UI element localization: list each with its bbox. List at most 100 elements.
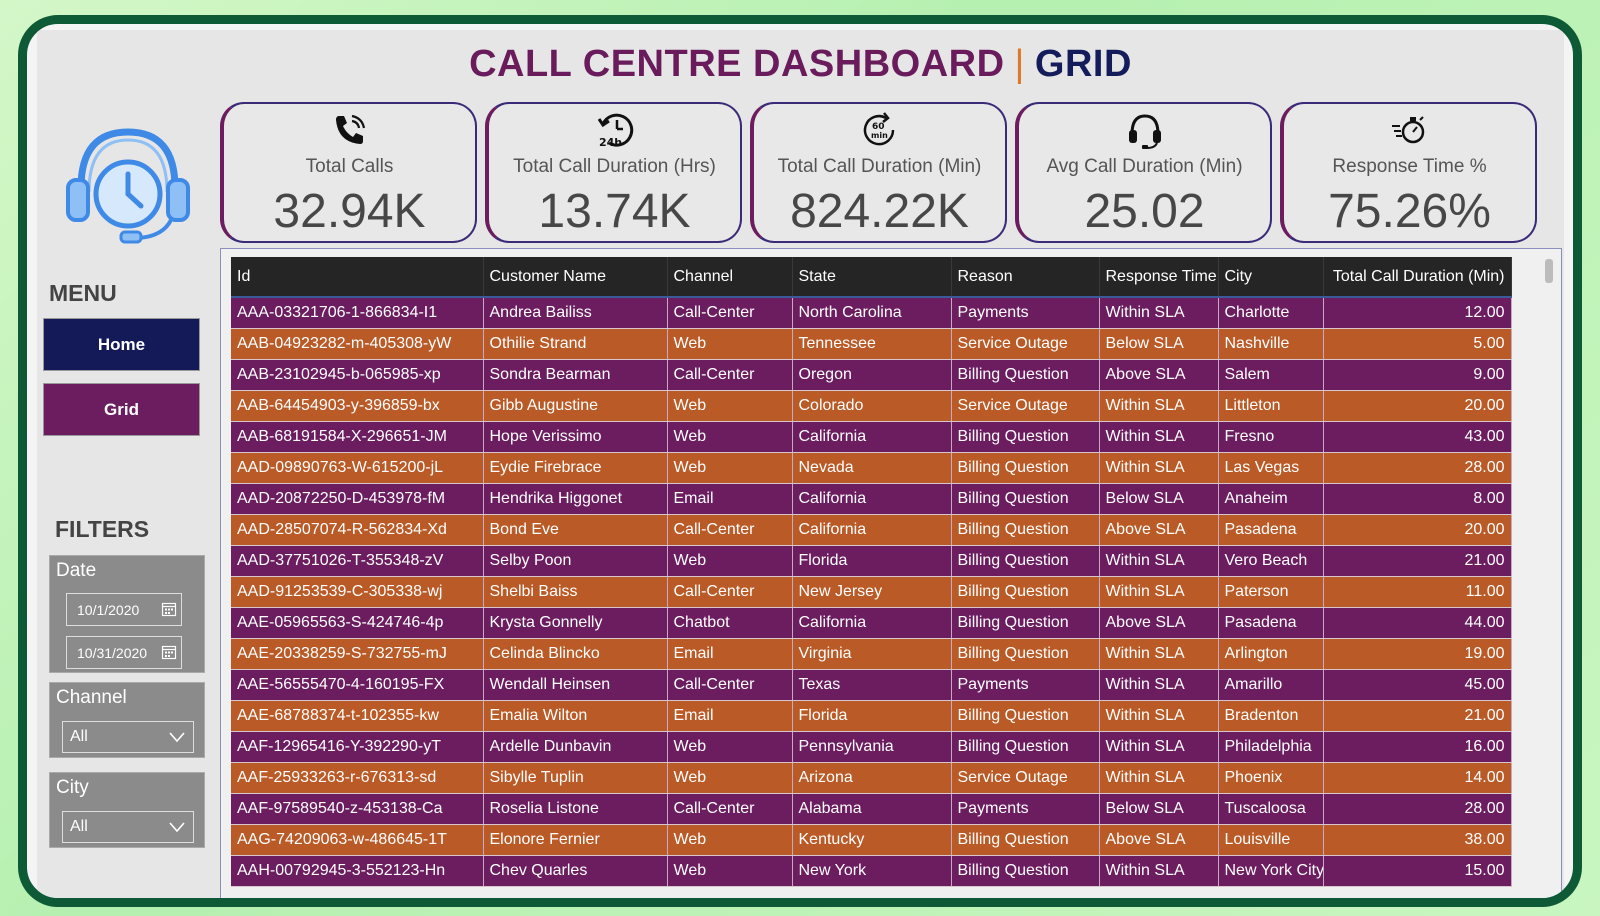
grid-button[interactable]: Grid xyxy=(43,383,200,436)
table-cell: California xyxy=(792,421,952,453)
table-cell: AAA-03321706-1-866834-I1 xyxy=(231,297,484,329)
column-header[interactable]: State xyxy=(792,257,952,298)
column-header[interactable]: City xyxy=(1218,257,1324,298)
table-cell: Chatbot xyxy=(667,607,793,639)
kpi-label: Response Time % xyxy=(1332,156,1487,177)
table-cell: Salem xyxy=(1218,359,1324,391)
city-select[interactable]: All xyxy=(62,811,194,843)
table-cell: 16.00 xyxy=(1323,731,1512,763)
home-button[interactable]: Home xyxy=(43,318,200,371)
table-cell: New Jersey xyxy=(792,576,952,608)
table-row[interactable]: AAE-68788374-t-102355-kw Emalia Wilton Ema… xyxy=(231,700,1512,732)
column-header[interactable]: Reason xyxy=(951,257,1100,298)
24h-clock-icon: 24h xyxy=(597,113,633,149)
table-row[interactable]: AAD-09890763-W-615200-jL Eydie Firebrace W… xyxy=(231,452,1512,484)
table-cell: Within SLA xyxy=(1099,297,1219,329)
table-row[interactable]: AAD-91253539-C-305338-wj Shelbi Baiss Call… xyxy=(231,576,1512,608)
table-cell: Call-Center xyxy=(667,669,793,701)
kpi-label: Total Call Duration (Hrs) xyxy=(513,156,716,177)
table-row[interactable]: AAD-37751026-T-355348-zV Selby Poon Web Flo… xyxy=(231,545,1512,577)
table-cell: Tennessee xyxy=(792,328,952,360)
table-cell: California xyxy=(792,483,952,515)
table-cell: Above SLA xyxy=(1099,607,1219,639)
table-cell: Billing Question xyxy=(951,576,1100,608)
table-row[interactable]: AAD-28507074-R-562834-Xd Bond Eve Call-Cen… xyxy=(231,514,1512,546)
table-row[interactable]: AAB-04923282-m-405308-yW Othilie Strand We… xyxy=(231,328,1512,360)
table-cell: Nevada xyxy=(792,452,952,484)
table-row[interactable]: AAF-12965416-Y-392290-yT Ardelle Dunbavin… xyxy=(231,731,1512,763)
table-cell: Email xyxy=(667,638,793,670)
table-cell: AAB-23102945-b-065985-xp xyxy=(231,359,484,391)
table-cell: Charlotte xyxy=(1218,297,1324,329)
table-row[interactable]: AAE-56555470-4-160195-FX Wendall Heinsen C… xyxy=(231,669,1512,701)
table-cell: Shelbi Baiss xyxy=(483,576,668,608)
table-row[interactable]: AAA-03321706-1-866834-I1 Andrea Bailiss Ca… xyxy=(231,297,1512,329)
table-cell: Celinda Blincko xyxy=(483,638,668,670)
table-cell: 21.00 xyxy=(1323,545,1512,577)
table-row[interactable]: AAG-74209063-w-486645-1T Elonore Fernier W… xyxy=(231,824,1512,856)
table-cell: Colorado xyxy=(792,390,952,422)
column-header[interactable]: Total Call Duration (Min) xyxy=(1323,257,1512,298)
table-cell: Web xyxy=(667,545,793,577)
table-row[interactable]: AAB-23102945-b-065985-xp Sondra Bearman Ca… xyxy=(231,359,1512,391)
table-cell: Emalia Wilton xyxy=(483,700,668,732)
end-date-input[interactable]: 10/31/2020 xyxy=(66,636,182,669)
kpi-total-calls: Total Calls 32.94K xyxy=(220,102,477,243)
table-cell: Oregon xyxy=(792,359,952,391)
table-cell: Vero Beach xyxy=(1218,545,1324,577)
table-cell: Web xyxy=(667,328,793,360)
table-row[interactable]: AAF-97589540-z-453138-Ca Roselia Listone C… xyxy=(231,793,1512,825)
vertical-scrollbar[interactable] xyxy=(1543,255,1555,895)
table-cell: Billing Question xyxy=(951,638,1100,670)
column-header[interactable]: Channel xyxy=(667,257,793,298)
table-cell: Krysta Gonnelly xyxy=(483,607,668,639)
table-cell: Web xyxy=(667,421,793,453)
table-cell: Arizona xyxy=(792,762,952,794)
table-cell: Call-Center xyxy=(667,793,793,825)
table-cell: Within SLA xyxy=(1099,762,1219,794)
table-cell: Billing Question xyxy=(951,514,1100,546)
table-cell: Within SLA xyxy=(1099,576,1219,608)
data-grid-panel: Id Customer Name Channel State Reason Respons… xyxy=(220,248,1562,898)
table-cell: Littleton xyxy=(1218,390,1324,422)
table-row[interactable]: AAB-68191584-X-296651-JM Hope Verissimo We… xyxy=(231,421,1512,453)
start-date-input[interactable]: 10/1/2020 xyxy=(66,593,182,626)
calendar-icon[interactable] xyxy=(161,601,177,617)
table-cell: 45.00 xyxy=(1323,669,1512,701)
table-cell: North Carolina xyxy=(792,297,952,329)
table-cell: Florida xyxy=(792,700,952,732)
kpi-value: 824.22K xyxy=(790,185,969,238)
calendar-icon[interactable] xyxy=(161,644,177,660)
scrollbar-thumb[interactable] xyxy=(1545,259,1553,283)
table-row[interactable]: AAF-25933263-r-676313-sd Sibylle Tuplin We… xyxy=(231,762,1512,794)
table-cell: AAB-64454903-y-396859-bx xyxy=(231,390,484,422)
table-cell: Eydie Firebrace xyxy=(483,452,668,484)
column-header[interactable]: Customer Name xyxy=(483,257,668,298)
table-cell: Billing Question xyxy=(951,545,1100,577)
table-cell: Texas xyxy=(792,669,952,701)
table-cell: Sondra Bearman xyxy=(483,359,668,391)
channel-select[interactable]: All xyxy=(62,721,194,753)
table-cell: Virginia xyxy=(792,638,952,670)
table-cell: 38.00 xyxy=(1323,824,1512,856)
table-cell: Andrea Bailiss xyxy=(483,297,668,329)
table-cell: AAG-74209063-w-486645-1T xyxy=(231,824,484,856)
table-row[interactable]: AAH-00792945-3-552123-Hn Chev Quarles Web N… xyxy=(231,855,1512,887)
table-cell: 5.00 xyxy=(1323,328,1512,360)
table-cell: AAE-68788374-t-102355-kw xyxy=(231,700,484,732)
table-cell: AAH-00792945-3-552123-Hn xyxy=(231,855,484,887)
table-row[interactable]: AAD-20872250-D-453978-fM Hendrika Higgone… xyxy=(231,483,1512,515)
table-cell: Below SLA xyxy=(1099,483,1219,515)
column-header[interactable]: Id xyxy=(231,257,484,298)
table-cell: Within SLA xyxy=(1099,390,1219,422)
60-min-icon: 60 min xyxy=(863,112,894,146)
headset-clock-icon xyxy=(66,128,190,244)
end-date-value: 10/31/2020 xyxy=(77,644,148,661)
table-row[interactable]: AAE-05965563-S-424746-4p Krysta Gonnelly C… xyxy=(231,607,1512,639)
table-cell: Email xyxy=(667,483,793,515)
table-cell: Roselia Listone xyxy=(483,793,668,825)
table-row[interactable]: AAB-64454903-y-396859-bx Gibb Augustine We… xyxy=(231,390,1512,422)
table-cell: AAF-25933263-r-676313-sd xyxy=(231,762,484,794)
column-header[interactable]: Response Time xyxy=(1099,257,1219,298)
table-row[interactable]: AAE-20338259-S-732755-mJ Celinda Blincko E… xyxy=(231,638,1512,670)
